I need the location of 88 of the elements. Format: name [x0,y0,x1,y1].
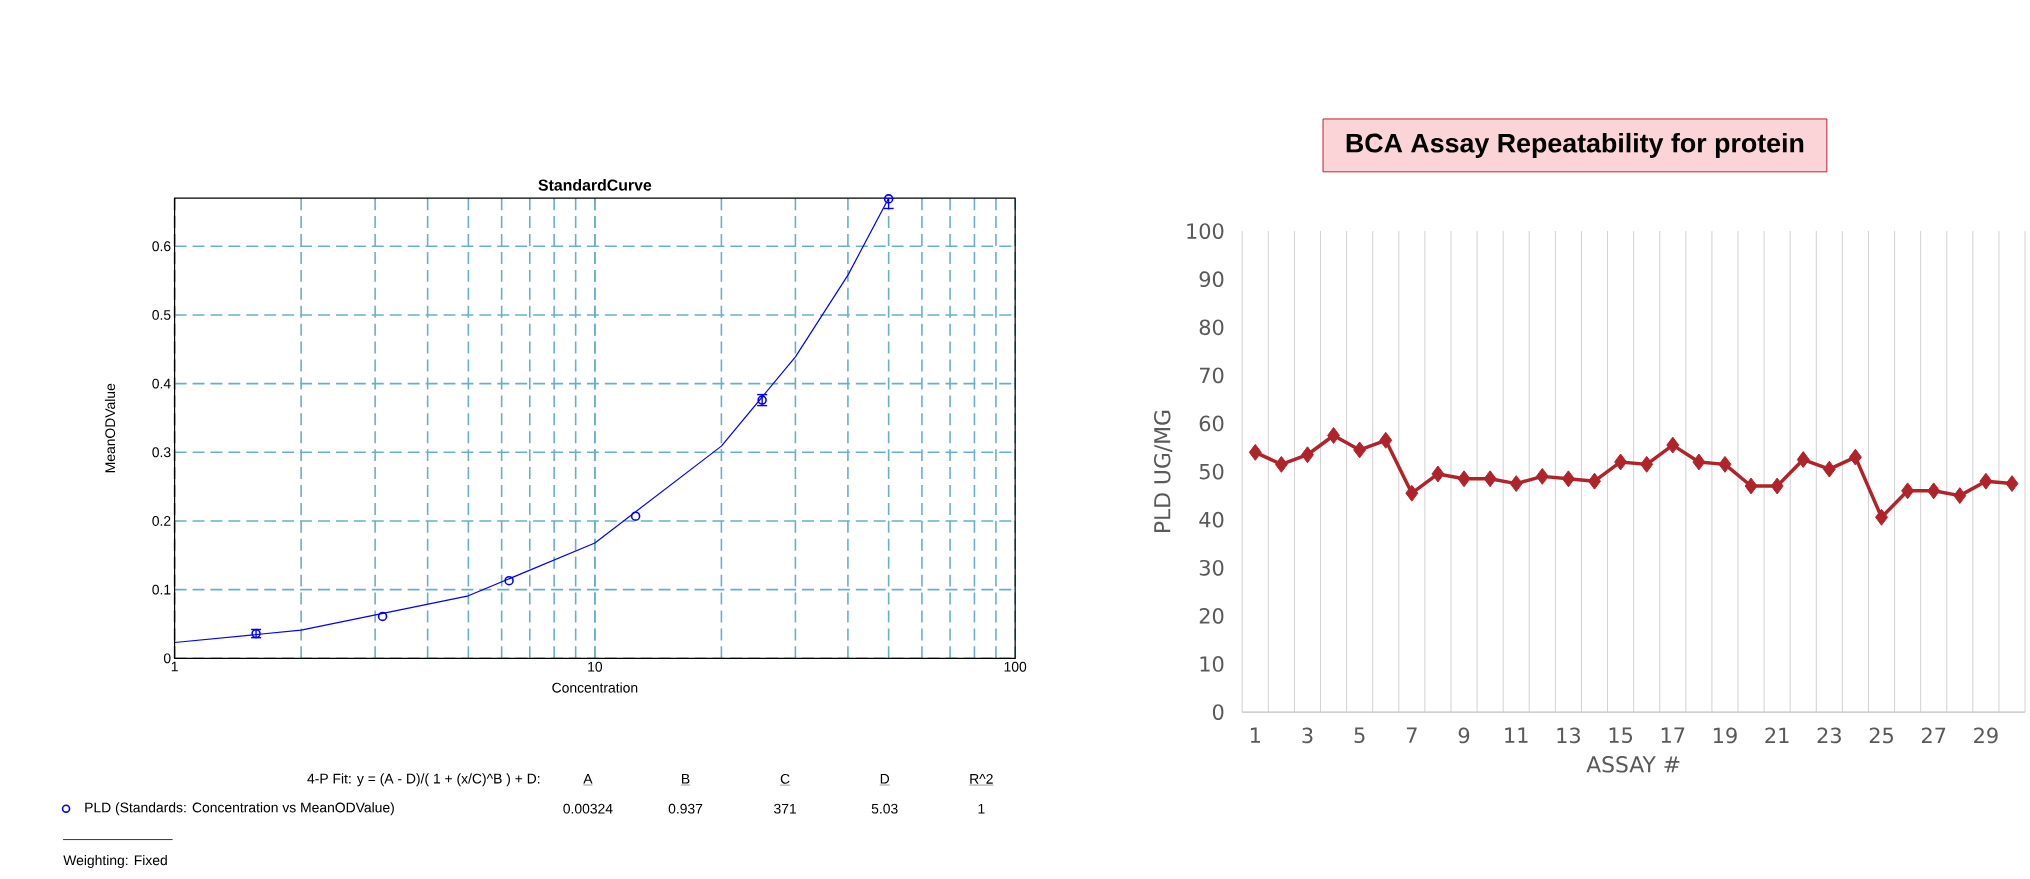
x-tick-label: 17 [1661,727,1685,743]
text: A [583,773,593,784]
y-tick-label: 0.2 [152,515,171,526]
text: C [780,773,790,784]
x-axis-title: ASSAY # [1586,755,1680,773]
point [504,575,514,586]
x-tick-label: 13 [1557,727,1580,744]
point [1379,431,1393,449]
point [1327,426,1341,444]
x-tick-label: 100 [1004,661,1027,672]
chart-title: BCA Assay Repeatability for protein [1346,132,1804,158]
point [1822,460,1836,478]
text: D [880,773,890,784]
y-tick-label: 0.1 [152,584,171,595]
y-axis-title: PLD UG/MG [1154,410,1173,532]
point [377,611,388,621]
text: 371 [774,803,797,814]
point [630,511,641,521]
point [1614,453,1628,471]
y-tick-label: 0.5 [152,309,171,320]
text: R^2 [970,773,993,784]
point [1353,441,1367,459]
point [1509,474,1523,492]
x-tick-label: 11 [1505,727,1528,743]
x-tick-label: 23 [1817,727,1841,744]
y-tick-label: 80 [1199,319,1224,335]
point [1848,448,1862,466]
y-tick-label: 0.3 [152,447,171,458]
point [1875,508,1888,526]
x-tick-label: 1 [1250,727,1260,743]
point [1457,470,1471,488]
point [1431,465,1445,483]
y-tick-label: 70 [1199,367,1224,384]
x-tick-label: 27 [1921,727,1946,743]
point [1535,467,1549,485]
point [1770,477,1784,495]
x-tick-label: 10 [588,661,603,672]
y-tick-label: 0 [1212,704,1224,720]
point [1588,472,1601,490]
x-tick-label: 5 [1354,727,1365,743]
x-tick-label: 29 [1974,727,1998,744]
y-tick-label: 50 [1199,463,1224,480]
chart-title: StandardCurve [538,178,652,191]
y-tick-label: 30 [1199,559,1224,576]
y-tick-label: 20 [1199,607,1224,624]
text: 5.03 [871,803,898,814]
point [1483,470,1497,488]
y-axis-title: MeanODValue [104,383,116,472]
legend-label: PLD (Standards: Concentration vs MeanODValue) [85,802,394,815]
point [1718,455,1732,473]
point [1927,482,1941,500]
point [1692,453,1706,471]
text: 0.00324 [563,803,613,814]
point [1901,482,1915,500]
x-axis-title: Concentration [552,682,638,693]
text: 0.937 [668,803,703,814]
text: B [682,773,690,784]
x-tick-label: 9 [1458,727,1470,744]
point [1953,487,1967,504]
point [1640,455,1654,473]
point [1274,455,1288,473]
text: Weighting: Fixed [63,854,167,868]
y-tick-label: 100 [1187,222,1224,239]
point [883,193,894,204]
point [1301,446,1314,463]
x-tick-label: 3 [1302,727,1313,744]
x-tick-label: 7 [1406,727,1417,743]
point [1979,472,1993,490]
x-tick-label: 1 [171,661,178,672]
point [1796,450,1810,468]
point [1405,484,1419,502]
text: 1 [978,803,985,814]
point [1744,477,1758,495]
point [1666,436,1680,454]
y-tick-label: 0.6 [152,241,171,251]
x-tick-label: 21 [1765,727,1789,743]
point [1248,443,1262,461]
x-tick-label: 25 [1869,727,1893,744]
y-tick-label: 0 [163,653,171,664]
y-tick-label: 90 [1199,271,1224,287]
x-tick-label: 15 [1609,727,1633,743]
x-tick-label: 19 [1713,727,1737,744]
text: 4-P Fit: y = (A - D)/( 1 + (x/C)^B ) + D: [307,773,540,787]
point [1561,470,1575,488]
y-tick-label: 0.4 [152,378,171,389]
y-tick-label: 60 [1199,415,1224,432]
point [2005,474,2019,492]
y-tick-label: 40 [1199,511,1224,528]
